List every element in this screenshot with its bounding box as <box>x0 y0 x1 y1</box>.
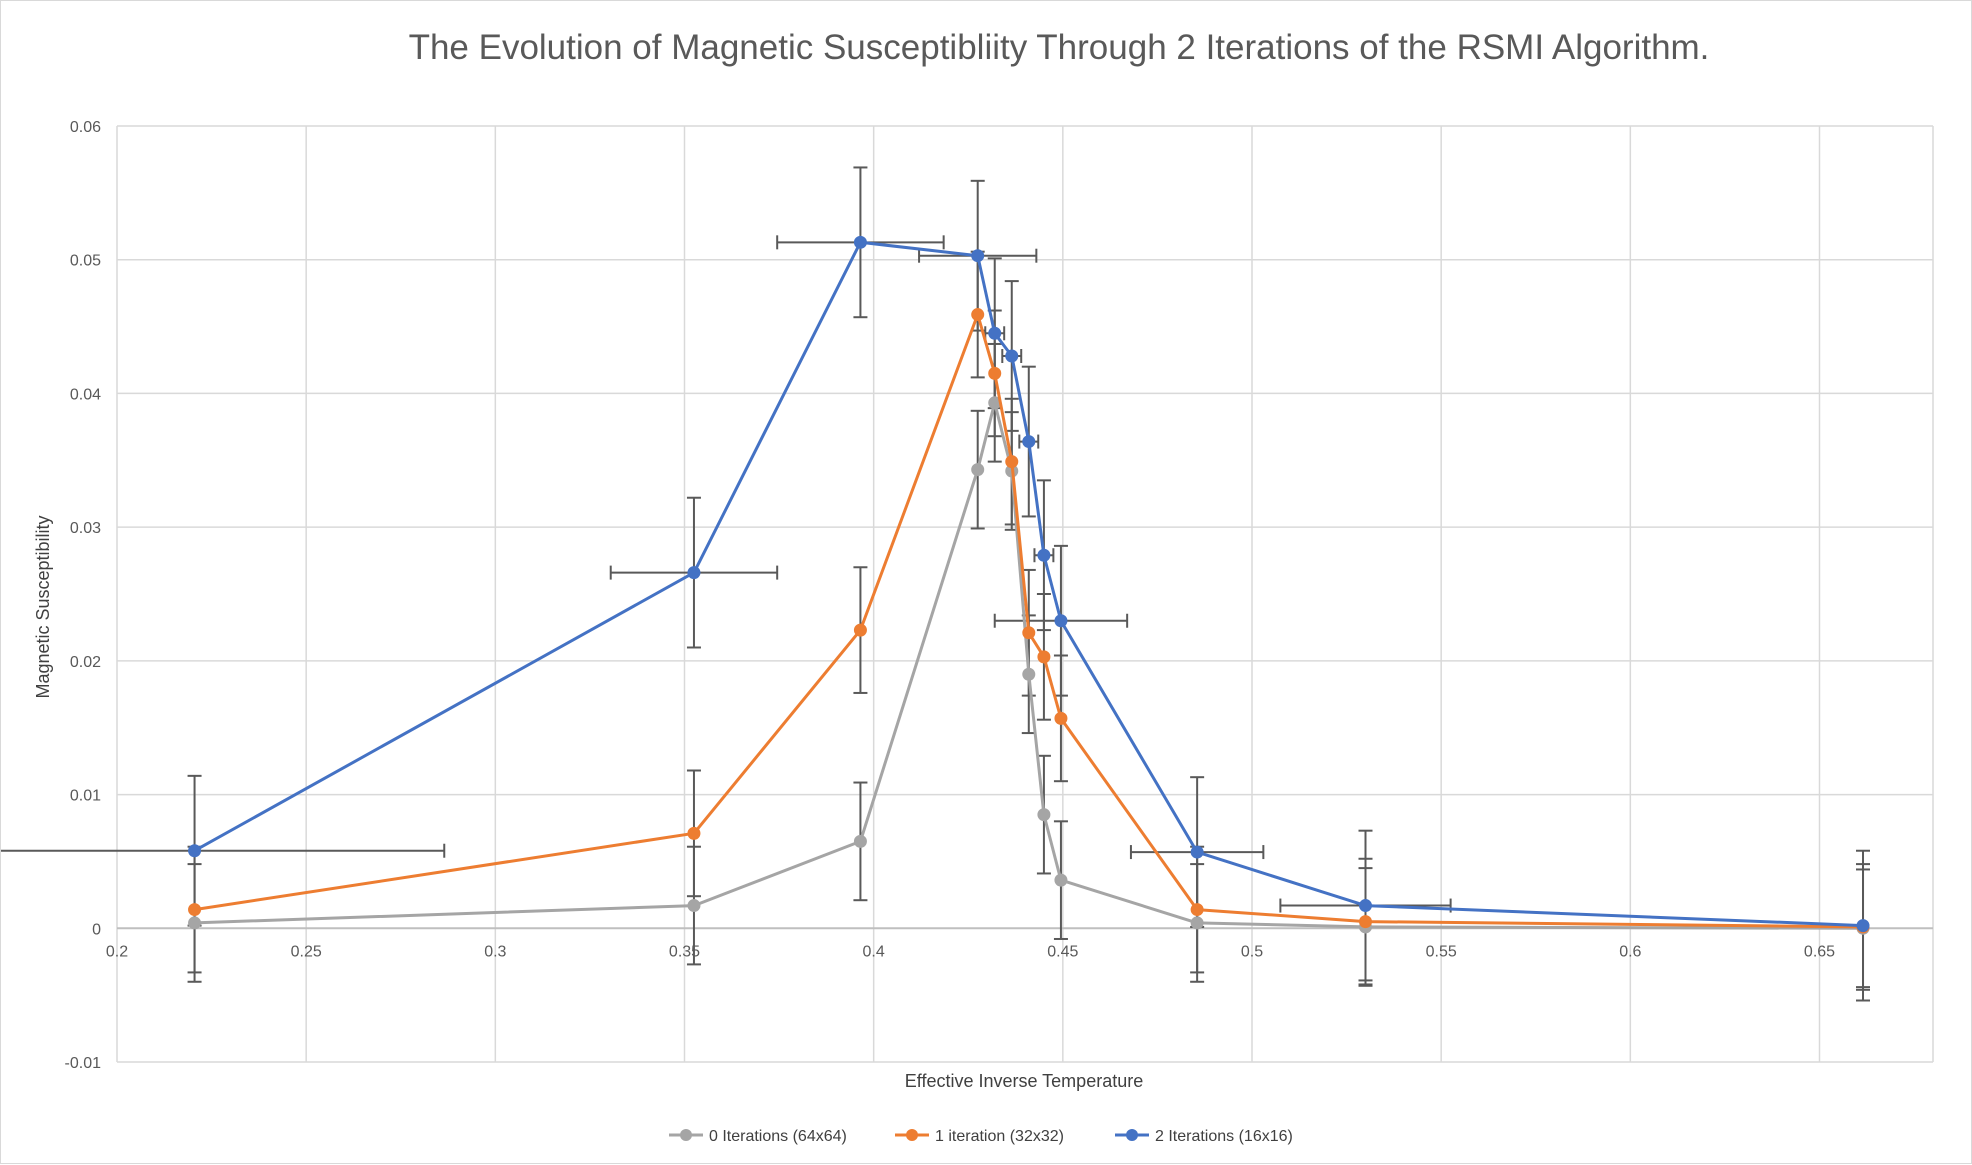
data-point <box>971 463 985 477</box>
data-point <box>1190 903 1204 917</box>
series-line <box>193 240 1864 928</box>
data-point <box>971 308 985 322</box>
series-line <box>194 401 1864 930</box>
data-point <box>188 844 202 858</box>
legend-label: 2 Iterations (16x16) <box>1155 1128 1293 1145</box>
legend-marker <box>1126 1129 1138 1141</box>
data-point <box>188 903 202 917</box>
data-point <box>988 326 1002 340</box>
x-tick-label: 0.5 <box>1241 943 1263 960</box>
x-tick-labels: 0.2 0.25 0.3 0.35 0.4 0.45 0.5 0.55 0.6 0.65 <box>106 943 1835 960</box>
legend-item: 2 Iterations (16x16) <box>1115 1128 1293 1145</box>
x-tick-label: 0.3 <box>484 943 506 960</box>
y-tick-labels: -0.01 0 0.01 0.02 0.03 0.04 0.05 0.06 <box>65 119 102 1072</box>
y-tick-label: -0.01 <box>65 1055 102 1072</box>
series-layer <box>188 235 1870 935</box>
x-tick-label: 0.65 <box>1804 943 1835 960</box>
x-tick-label: 0.6 <box>1619 943 1641 960</box>
data-point <box>687 899 701 913</box>
data-point <box>1022 626 1036 640</box>
series-1 <box>188 308 1870 934</box>
data-point <box>1054 711 1068 725</box>
y-tick-label: 0.01 <box>70 788 101 805</box>
legend-item: 0 Iterations (64x64) <box>669 1128 847 1145</box>
y-axis-title: Magnetic Susceptibility <box>33 515 53 698</box>
x-tick-label: 0.4 <box>863 943 885 960</box>
x-tick-label: 0.45 <box>1047 943 1078 960</box>
data-point <box>1359 915 1372 929</box>
data-point <box>1022 667 1036 681</box>
y-tick-label: 0.05 <box>70 253 101 270</box>
legend-marker <box>680 1129 692 1141</box>
data-point <box>1022 435 1036 449</box>
x-tick-label: 0.2 <box>106 943 128 960</box>
legend: 0 Iterations (64x64) 1 iteration (32x32) 2… <box>669 1128 1293 1145</box>
data-point <box>971 249 985 263</box>
x-tick-label: 0.55 <box>1426 943 1457 960</box>
chart-title: The Evolution of Magnetic Susceptibliity… <box>409 28 1710 67</box>
legend-marker <box>906 1129 918 1141</box>
x-tick-label: 0.35 <box>669 943 700 960</box>
data-point <box>1037 650 1051 664</box>
y-tick-label: 0 <box>92 921 101 938</box>
x-axis-title: Effective Inverse Temperature <box>905 1071 1143 1091</box>
data-point <box>1359 899 1372 913</box>
data-point <box>1037 548 1051 562</box>
legend-label: 0 Iterations (64x64) <box>709 1128 847 1145</box>
data-point <box>1856 919 1870 933</box>
data-point <box>1190 845 1204 859</box>
data-point <box>853 623 867 637</box>
data-point <box>988 366 1002 380</box>
y-tick-label: 0.03 <box>70 520 101 537</box>
y-tick-label: 0.04 <box>70 386 101 403</box>
x-tick-label: 0.25 <box>291 943 322 960</box>
error-bars <box>1 166 1871 1002</box>
data-point <box>1005 349 1019 363</box>
legend-label: 1 iteration (32x32) <box>935 1128 1064 1145</box>
data-point <box>687 566 701 580</box>
data-point <box>1037 808 1051 822</box>
series-0 <box>188 396 1870 935</box>
data-point <box>1005 455 1019 469</box>
data-point <box>1054 614 1068 628</box>
legend-item: 1 iteration (32x32) <box>895 1128 1064 1145</box>
y-tick-label: 0.02 <box>70 654 101 671</box>
data-point <box>853 235 867 249</box>
y-tick-label: 0.06 <box>70 119 101 136</box>
series-line <box>194 313 1864 929</box>
data-point <box>1190 916 1204 930</box>
data-point <box>1054 873 1068 887</box>
data-point <box>188 916 202 930</box>
data-point <box>853 834 867 848</box>
series-2 <box>188 235 1870 933</box>
data-point <box>687 826 701 840</box>
